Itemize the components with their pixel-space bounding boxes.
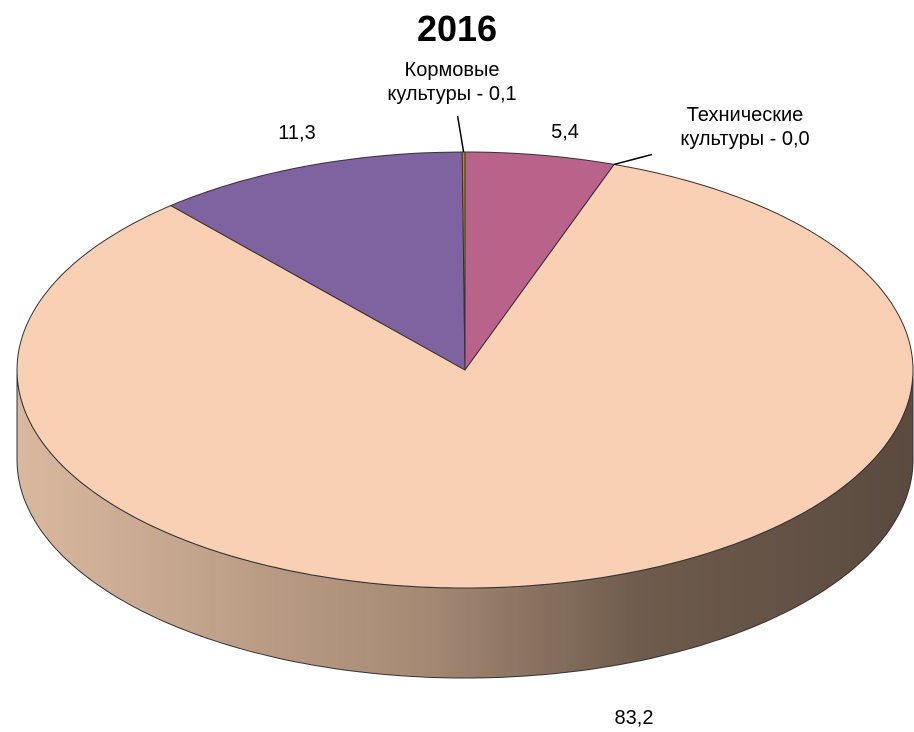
data-label: Кормовые культуры - 0,1 [387, 59, 517, 105]
data-label: 83,2 [614, 707, 654, 729]
pie-slice [461, 151, 466, 371]
leader-line [456, 115, 465, 153]
pie-slice [169, 151, 466, 371]
data-label: Технические культуры - 0,0 [680, 104, 810, 150]
pie-slice [16, 163, 914, 589]
data-label: 11,3 [278, 122, 316, 144]
pie-slice [464, 151, 615, 372]
chart-title: 2016 [416, 8, 498, 49]
data-label: 5,4 [551, 121, 579, 143]
leader-line [613, 153, 653, 166]
